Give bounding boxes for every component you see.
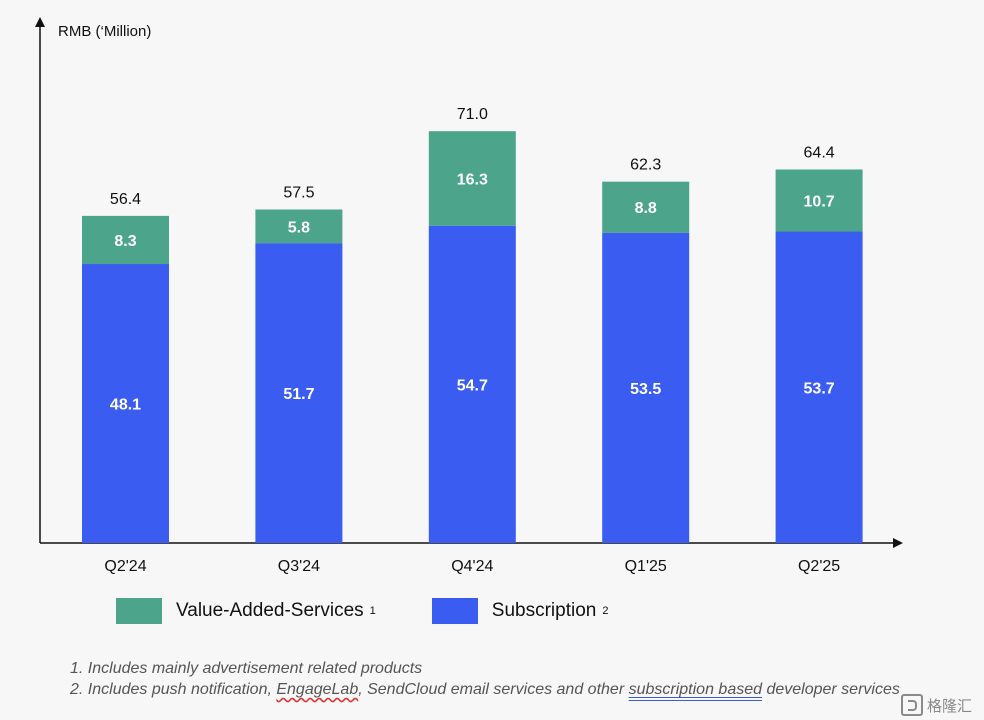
x-tick-label-q2-24: Q2'24 <box>104 558 146 575</box>
gelonghui-logo-icon <box>900 694 923 716</box>
legend-footnote-marker-2: 2 <box>602 605 609 617</box>
footnote-2-subscription-based: subscription based <box>628 681 763 698</box>
watermark-text: 格隆汇 <box>926 697 972 715</box>
bar-value-added-services-q2-24 <box>82 215 169 265</box>
total-label-q2-24: 56.4 <box>110 191 141 208</box>
total-label-q4-24: 71.0 <box>457 106 488 123</box>
data-label-subscription-q2-24: 48.1 <box>110 397 141 414</box>
bar-subscription-q1-25 <box>602 232 690 543</box>
bar-value-added-services-q3-24 <box>255 209 343 244</box>
x-tick-label-q3-24: Q3'24 <box>278 558 320 575</box>
legend-swatch-subscription <box>431 598 478 624</box>
bars-layer: 48.1 8.3 56.4 Q2'24 51.7 5.8 57.5 Q3'24 54.7 16.3… <box>82 106 863 575</box>
y-axis-arrow-icon <box>35 17 45 27</box>
data-label-value-added-services-q2-25: 10.7 <box>804 194 835 211</box>
data-label-subscription-q1-25: 53.5 <box>630 381 661 398</box>
bar-value-added-services-q1-25 <box>602 181 690 233</box>
y-axis-label: RMB (‘Million) <box>58 23 151 40</box>
data-label-value-added-services-q1-25: 8.8 <box>635 200 657 217</box>
data-label-subscription-q2-25: 53.7 <box>804 380 835 397</box>
footnote-1: 1. Includes mainly advertisement related… <box>70 660 423 677</box>
bar-subscription-q2-25 <box>775 231 863 544</box>
bar-value-added-services-q4-24 <box>428 131 516 226</box>
bar-value-added-services-q2-25 <box>775 169 863 232</box>
footnote-2-part-c: , SendCloud email services and other <box>358 681 629 698</box>
legend-label-value-added-services: Value-Added-Services <box>176 600 364 621</box>
total-label-q1-25: 62.3 <box>630 157 661 174</box>
legend-label-subscription: Subscription <box>491 600 597 621</box>
data-label-value-added-services-q2-24: 8.3 <box>114 233 136 250</box>
x-tick-label-q4-24: Q4'24 <box>451 558 493 575</box>
data-label-value-added-services-q3-24: 5.8 <box>288 219 310 236</box>
x-tick-label-q1-25: Q1'25 <box>625 558 667 575</box>
bar-subscription-q3-24 <box>255 243 343 543</box>
footnotes: 1. Includes mainly advertisement related… <box>70 658 900 700</box>
bar-subscription-q4-24 <box>428 225 516 544</box>
footnote-2-part-e: developer services <box>762 681 900 698</box>
legend: Value-Added-Services 1 Subscription 2 <box>116 598 664 624</box>
footnote-2: 2. Includes push notification, EngageLab… <box>70 679 900 700</box>
data-label-subscription-q4-24: 54.7 <box>457 377 488 394</box>
x-axis-arrow-icon <box>893 538 903 548</box>
watermark: 格隆汇 <box>900 694 972 716</box>
legend-item-subscription: Subscription 2 <box>431 598 609 624</box>
data-label-subscription-q3-24: 51.7 <box>283 386 314 403</box>
x-tick-label-q2-25: Q2'25 <box>798 558 840 575</box>
footnote-2-engagelab: EngageLab <box>276 681 359 698</box>
bar-subscription-q2-24 <box>82 264 169 543</box>
legend-item-value-added-services: Value-Added-Services 1 <box>116 598 376 624</box>
footnote-2-part-a: 2. Includes push notification, <box>70 681 277 698</box>
total-label-q2-25: 64.4 <box>804 144 835 161</box>
legend-footnote-marker-1: 1 <box>369 605 376 617</box>
legend-swatch-value-added-services <box>116 598 162 624</box>
data-label-value-added-services-q4-24: 16.3 <box>457 171 488 188</box>
total-label-q3-24: 57.5 <box>283 185 314 202</box>
